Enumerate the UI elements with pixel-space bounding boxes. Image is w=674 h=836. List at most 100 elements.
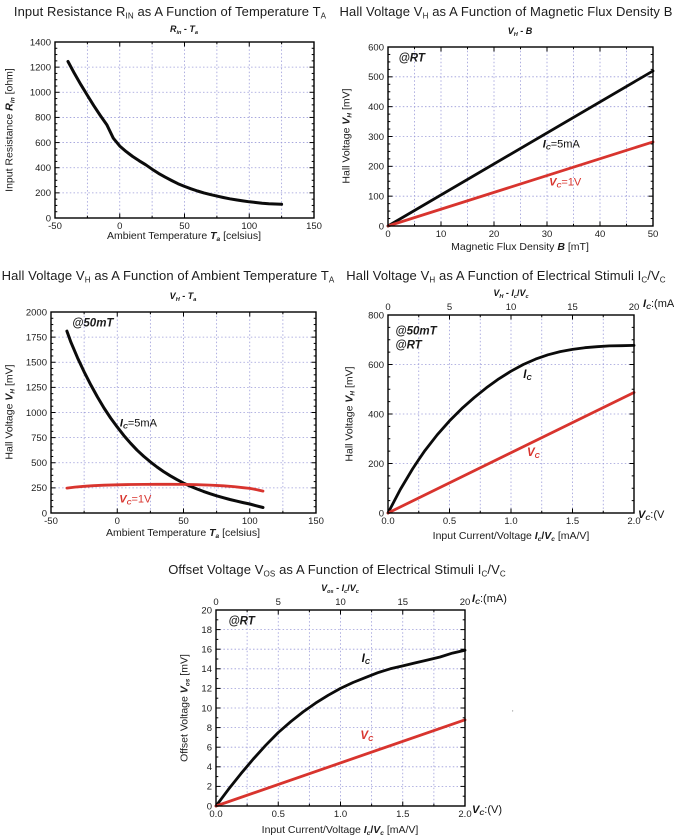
y-tick-label: 2 bbox=[207, 782, 212, 793]
series-rin bbox=[66, 60, 284, 206]
y-axis-label: Hall Voltage VH [mV] bbox=[343, 366, 357, 462]
series-vc bbox=[214, 718, 467, 808]
top-tick-label: 20 bbox=[629, 302, 640, 313]
x-tick-label: 40 bbox=[595, 229, 606, 240]
y-tick-label: 2000 bbox=[26, 307, 47, 318]
top-axis-unit-label: IC:(mA bbox=[643, 298, 674, 312]
y-tick-label: 600 bbox=[368, 360, 384, 371]
x-tick-label: -50 bbox=[48, 221, 62, 232]
y-tick-label: 18 bbox=[201, 625, 212, 636]
y-tick-label: 500 bbox=[368, 72, 384, 83]
x-tick-label: 2.0 bbox=[458, 809, 471, 820]
y-tick-label: 800 bbox=[368, 310, 384, 321]
x-tick-label: 50 bbox=[648, 229, 659, 240]
y-axis-label: Offset Voltage Vos [mV] bbox=[178, 654, 192, 762]
chart-subtitle: VH - Ta bbox=[169, 291, 197, 303]
chart-hall-voltage-vs-ambient-temperature: Hall Voltage VH as A Function of Ambient… bbox=[0, 263, 337, 556]
y-tick-label: 1250 bbox=[26, 383, 47, 394]
plot-area: -50 0 50 100 1500250500750100012501500175020… bbox=[26, 307, 324, 527]
x-tick-label: -50 bbox=[44, 516, 58, 527]
chart-subtitle: Rin - Ta bbox=[169, 24, 199, 36]
gridlines bbox=[51, 312, 316, 513]
bottom-axis-unit-label: VC:(V) bbox=[472, 804, 502, 818]
series-ic-5ma bbox=[65, 329, 265, 509]
y-tick-label: 1000 bbox=[26, 408, 47, 419]
chart-hall-voltage-vs-electrical-stimuli: Hall Voltage VH as A Function of Electri… bbox=[337, 263, 674, 556]
chart-subtitle: VH - B bbox=[507, 26, 533, 38]
y-tick-label: 14 bbox=[201, 664, 212, 675]
top-tick-label: 15 bbox=[397, 597, 408, 608]
y-tick-label: 400 bbox=[35, 163, 51, 174]
chart-subtitle: VH - Ic/Vc bbox=[493, 288, 529, 300]
x-tick-label: 100 bbox=[242, 516, 258, 527]
y-tick-label: 600 bbox=[35, 138, 51, 149]
y-tick-label: 600 bbox=[368, 42, 384, 53]
chart-input-resistance-vs-temperature: Input Resistance RIN as A Function of Te… bbox=[0, 0, 337, 260]
x-tick-label: 0 bbox=[117, 221, 122, 232]
y-tick-label: 4 bbox=[207, 762, 212, 773]
y-tick-label: 12 bbox=[201, 684, 212, 695]
series-ic bbox=[214, 648, 467, 808]
x-tick-label: 10 bbox=[436, 229, 447, 240]
x-tick-label: 0.5 bbox=[272, 809, 285, 820]
top-tick-label: 20 bbox=[460, 597, 471, 608]
x-tick-label: 100 bbox=[241, 221, 257, 232]
top-tick-label: 10 bbox=[335, 597, 346, 608]
gridlines bbox=[55, 42, 314, 218]
series-vc-1v bbox=[386, 140, 655, 228]
x-axis-label: Input Current/Voltage Ic/Vc [mA/V] bbox=[432, 530, 590, 544]
y-tick-label: 800 bbox=[35, 113, 51, 124]
y-tick-label: 200 bbox=[368, 459, 384, 470]
y-tick-label: 100 bbox=[368, 191, 384, 202]
y-tick-label: 1500 bbox=[26, 358, 47, 369]
x-axis-label: Magnetic Flux Density B [mT] bbox=[451, 241, 589, 253]
x-axis-label: Ambient Temperature Ta [celsius] bbox=[106, 230, 262, 244]
x-tick-label: 0.0 bbox=[209, 809, 222, 820]
y-tick-label: 200 bbox=[35, 188, 51, 199]
axis-ticks bbox=[387, 314, 635, 514]
x-tick-label: 1.5 bbox=[396, 809, 409, 820]
chart-hall-voltage-vs-flux-density: Hall Voltage VH as A Function of Magneti… bbox=[337, 0, 674, 260]
y-tick-label: 750 bbox=[31, 433, 47, 444]
gridlines bbox=[388, 315, 634, 513]
y-tick-label: 0 bbox=[379, 221, 384, 232]
chart-title: Hall Voltage VH as A Function of Ambient… bbox=[1, 268, 335, 285]
x-axis-label: Ambient Temperature Ta [celsius] bbox=[105, 527, 261, 541]
y-axis-label: Input Resistance Rin [ohm] bbox=[3, 68, 17, 192]
axis-ticks bbox=[54, 41, 315, 219]
y-tick-label: 500 bbox=[31, 458, 47, 469]
x-tick-label: 1.0 bbox=[334, 809, 347, 820]
y-tick-label: 16 bbox=[201, 645, 212, 656]
y-tick-label: 6 bbox=[207, 743, 212, 754]
y-tick-label: 1200 bbox=[30, 62, 51, 73]
y-tick-label: 0 bbox=[46, 213, 51, 224]
axis-ticks bbox=[215, 609, 466, 807]
top-tick-label: 15 bbox=[567, 302, 578, 313]
y-tick-label: 0 bbox=[42, 508, 47, 519]
chart-title: Hall Voltage VH as A Function of Magneti… bbox=[339, 4, 673, 21]
x-tick-label: 1.5 bbox=[566, 516, 579, 527]
series-vc bbox=[386, 391, 636, 515]
y-tick-label: 250 bbox=[31, 483, 47, 494]
chart-title: Hall Voltage VH as A Function of Electri… bbox=[346, 268, 666, 285]
y-axis-label: Hall Voltage VH [mV] bbox=[340, 88, 354, 184]
top-tick-label: 0 bbox=[213, 597, 218, 608]
y-tick-label: 1000 bbox=[30, 88, 51, 99]
y-tick-label: 8 bbox=[207, 723, 212, 734]
axis-ticks bbox=[50, 311, 317, 514]
x-tick-label: 150 bbox=[306, 221, 322, 232]
y-tick-label: 1400 bbox=[30, 37, 51, 48]
top-tick-label: 5 bbox=[276, 597, 281, 608]
y-tick-label: 400 bbox=[368, 102, 384, 113]
series-ic-5ma bbox=[386, 69, 655, 228]
gridlines bbox=[216, 610, 465, 806]
x-tick-label: 20 bbox=[489, 229, 500, 240]
y-tick-label: 10 bbox=[201, 703, 212, 714]
y-tick-label: 300 bbox=[368, 132, 384, 143]
x-tick-label: 0 bbox=[385, 229, 390, 240]
y-tick-label: 200 bbox=[368, 162, 384, 173]
